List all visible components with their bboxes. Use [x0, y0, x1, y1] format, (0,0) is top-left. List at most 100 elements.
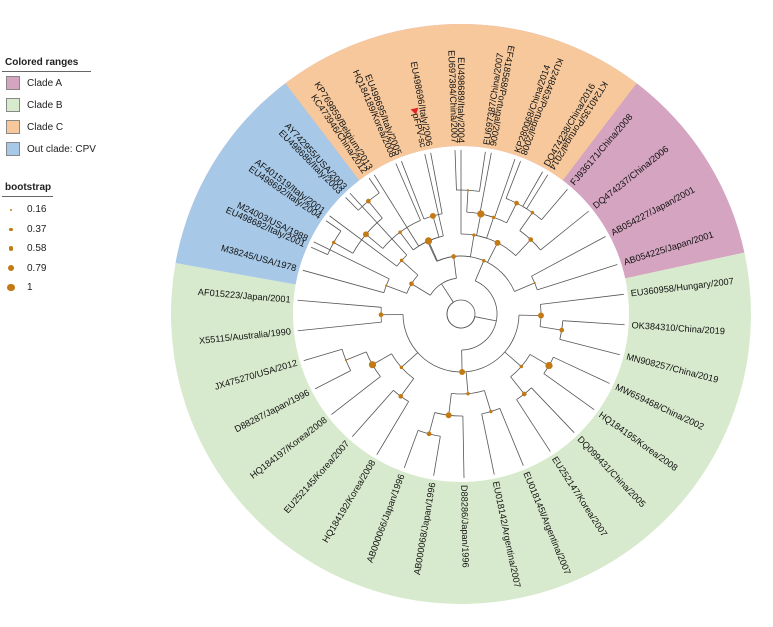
- colored-ranges-legend: Colored ranges Clade A Clade B Clade C Out …: [2, 57, 96, 160]
- branch-line: [519, 212, 533, 231]
- branch-line: [504, 351, 522, 367]
- branch-line: [386, 285, 407, 294]
- branch-line: [486, 217, 494, 239]
- bootstrap-legend-item: 0.79: [2, 259, 53, 279]
- bootstrap-node: [363, 231, 369, 238]
- bootstrap-node: [519, 364, 524, 369]
- branch-line: [311, 246, 328, 255]
- branch-line: [428, 412, 436, 434]
- branch-line: [526, 174, 549, 209]
- branch-line: [427, 241, 438, 262]
- bootstrap-node: [399, 258, 404, 263]
- bootstrap-node: [530, 210, 535, 215]
- branch-line: [559, 338, 620, 356]
- branch-line: [401, 161, 425, 220]
- branch-line: [462, 415, 465, 478]
- bootstrap-node: [472, 233, 476, 237]
- branch-line: [474, 316, 497, 322]
- bootstrap-node: [482, 258, 486, 263]
- branch-line: [515, 239, 532, 256]
- clade-range: [285, 23, 637, 181]
- branch-line: [424, 153, 444, 237]
- branch-arc: [436, 255, 515, 292]
- branch-line: [373, 174, 420, 247]
- branch-line: [540, 293, 624, 305]
- bootstrap-node: [538, 312, 544, 319]
- branch-line: [368, 200, 383, 219]
- branch-line: [314, 370, 351, 390]
- bootstrap-node: [378, 312, 384, 318]
- bootstrap-legend-label: 0.79: [27, 262, 47, 274]
- branch-line: [454, 150, 457, 191]
- branch-line: [395, 163, 421, 221]
- branch-line: [345, 351, 367, 361]
- query-marker-icon: [410, 107, 419, 115]
- bootstrap-dot-icon: [5, 227, 17, 231]
- tip-label: EU697384/China/2007: [446, 50, 459, 143]
- colored-ranges-title: Colored ranges: [2, 57, 91, 72]
- branch-line: [466, 190, 469, 213]
- branch-line: [537, 264, 618, 291]
- range-legend-item: Clade C: [2, 116, 96, 138]
- branch-line: [400, 378, 415, 397]
- bootstrap-legend-label: 0.58: [27, 243, 47, 255]
- branch-line: [368, 177, 380, 194]
- bootstrap-legend-item: 1: [2, 278, 53, 298]
- branch-line: [303, 348, 343, 361]
- bootstrap-node: [445, 412, 452, 419]
- bootstrap-dot-icon: [5, 284, 17, 292]
- branch-line: [479, 152, 492, 214]
- branch-line: [428, 240, 438, 262]
- bootstrap-legend-label: 0.16: [27, 204, 47, 216]
- branch-line: [505, 161, 521, 199]
- branch-line: [541, 189, 568, 220]
- branch-arc: [402, 314, 520, 373]
- bootstrap-node: [368, 361, 377, 369]
- branch-line: [522, 171, 543, 207]
- branch-line: [365, 234, 384, 249]
- branch-line: [333, 242, 354, 254]
- range-legend-item: Clade A: [2, 72, 96, 94]
- range-legend-label: Clade C: [27, 121, 64, 133]
- bootstrap-node: [426, 431, 432, 437]
- bootstrap-node: [451, 254, 456, 259]
- branch-line: [376, 401, 409, 455]
- bootstrap-legend-title: bootstrap: [2, 182, 53, 197]
- range-legend-label: Clade A: [27, 77, 63, 89]
- branch-line: [499, 408, 524, 466]
- branch-line: [514, 282, 535, 292]
- bootstrap-node: [344, 359, 347, 362]
- branch-line: [432, 215, 440, 238]
- branch-line: [531, 387, 575, 433]
- bootstrap-dot-icon: [5, 208, 17, 211]
- range-legend-item: Out clade: CPV: [2, 138, 96, 160]
- branch-arc: [461, 280, 498, 351]
- bootstrap-node: [331, 240, 336, 245]
- branch-line: [479, 151, 486, 192]
- branch-line: [539, 326, 562, 331]
- range-swatch: [6, 76, 20, 90]
- branch-line: [441, 283, 454, 303]
- bootstrap-dot-icon: [5, 265, 17, 272]
- bootstrap-node: [528, 237, 534, 242]
- branch-line: [529, 354, 550, 366]
- bootstrap-legend-item: 0.37: [2, 220, 53, 240]
- branch-line: [516, 399, 551, 452]
- branch-line: [401, 352, 419, 368]
- tip-label: EU498689/Italy/2004: [456, 57, 466, 143]
- bootstrap-legend-item: 0.16: [2, 200, 53, 220]
- branch-line: [562, 320, 625, 326]
- branch-line: [325, 220, 342, 232]
- bootstrap-legend-label: 0.37: [27, 223, 47, 235]
- bootstrap-legend-item: 0.58: [2, 239, 53, 259]
- bootstrap-node: [466, 391, 470, 396]
- branch-line: [411, 283, 431, 296]
- branch-line: [487, 242, 498, 263]
- branch-line: [430, 152, 443, 214]
- bootstrap-node: [491, 215, 496, 220]
- bootstrap-node: [559, 327, 565, 333]
- range-legend-item: Clade B: [2, 94, 96, 116]
- bootstrap-node: [459, 369, 466, 375]
- branch-line: [297, 299, 382, 308]
